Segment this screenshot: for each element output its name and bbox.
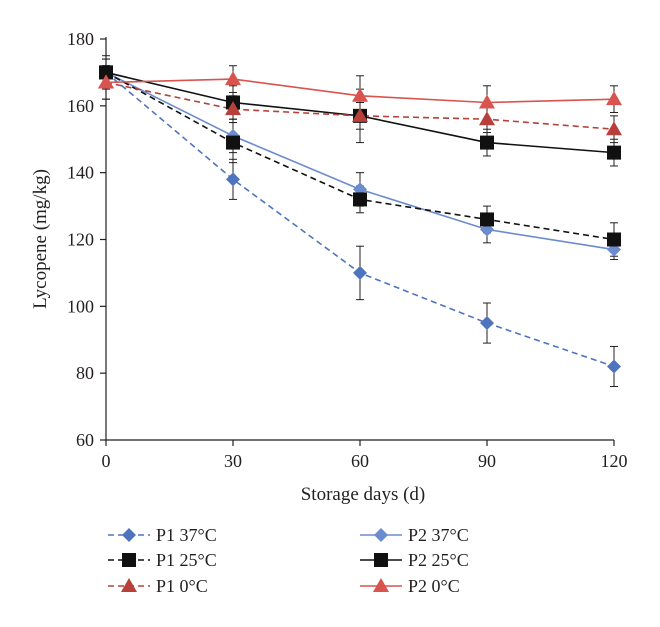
data-point xyxy=(225,71,241,86)
legend-label: P2 0°C xyxy=(408,576,460,596)
legend-marker xyxy=(122,553,136,567)
data-point xyxy=(606,91,622,106)
legend-label: P2 37°C xyxy=(408,525,469,545)
data-point xyxy=(479,94,495,109)
x-tick-label: 60 xyxy=(351,451,369,471)
series-markers-5 xyxy=(98,71,622,109)
y-tick-label: 80 xyxy=(76,363,94,383)
y-tick-label: 180 xyxy=(67,29,94,49)
x-tick-label: 120 xyxy=(601,451,628,471)
axes: 60 80 100 120 140 160 180 0 30 60 90 120 xyxy=(67,29,628,471)
data-point xyxy=(226,135,240,150)
y-tick-label: 60 xyxy=(76,430,94,450)
legend: P1 37°C P2 37°C P1 25°C P2 25°C P1 0°C P2 0°C xyxy=(108,525,469,596)
legend-item: P2 37°C xyxy=(360,525,469,545)
y-tick-label: 100 xyxy=(67,296,94,316)
legend-item: P1 0°C xyxy=(108,576,208,596)
y-tick-label: 120 xyxy=(67,230,94,250)
data-point xyxy=(479,111,495,126)
legend-label: P1 37°C xyxy=(156,525,217,545)
y-axis-label: Lycopene (mg/kg) xyxy=(30,169,51,309)
series-layer xyxy=(98,55,622,388)
legend-marker xyxy=(122,528,136,542)
data-point xyxy=(607,232,621,247)
data-point xyxy=(352,107,368,122)
x-tick-label: 0 xyxy=(102,451,111,471)
legend-marker xyxy=(374,553,388,567)
data-point xyxy=(353,192,367,207)
x-axis-label: Storage days (d) xyxy=(301,484,426,505)
legend-label: P2 25°C xyxy=(408,550,469,570)
series-markers-3 xyxy=(99,65,621,160)
data-point xyxy=(480,135,494,150)
data-point xyxy=(352,87,368,102)
data-point xyxy=(353,265,367,280)
data-point xyxy=(226,172,240,187)
legend-item: P2 0°C xyxy=(360,576,460,596)
legend-item: P1 25°C xyxy=(108,550,217,570)
data-point xyxy=(99,65,113,80)
data-point xyxy=(98,74,114,89)
data-point xyxy=(480,316,494,331)
data-point xyxy=(607,145,621,160)
x-tick-label: 90 xyxy=(478,451,496,471)
series-markers-0 xyxy=(99,65,621,374)
y-tick-label: 140 xyxy=(67,163,94,183)
legend-label: P1 25°C xyxy=(156,550,217,570)
legend-item: P2 25°C xyxy=(360,550,469,570)
legend-marker xyxy=(373,578,389,592)
data-point xyxy=(480,212,494,227)
y-tick-label: 160 xyxy=(67,96,94,116)
data-point xyxy=(606,121,622,136)
legend-marker xyxy=(121,578,137,592)
legend-item: P1 37°C xyxy=(108,525,217,545)
data-point xyxy=(225,101,241,116)
legend-marker xyxy=(374,528,388,542)
data-point xyxy=(607,359,621,374)
legend-label: P1 0°C xyxy=(156,576,208,596)
x-tick-label: 30 xyxy=(224,451,242,471)
